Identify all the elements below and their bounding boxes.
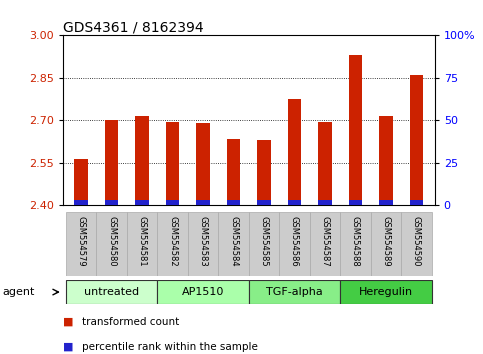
Bar [379,116,393,205]
Bar [74,159,88,205]
Bar [379,200,393,205]
Bar [249,212,279,276]
Text: GSM554587: GSM554587 [320,216,329,266]
Bar [188,212,218,276]
Bar [410,75,423,205]
Bar [196,200,210,205]
Bar [310,212,340,276]
Text: GSM554589: GSM554589 [382,216,390,266]
Bar [318,122,332,205]
Bar [257,200,271,205]
Bar [401,212,432,276]
Text: GSM554586: GSM554586 [290,216,299,266]
Bar [340,212,370,276]
Text: GDS4361 / 8162394: GDS4361 / 8162394 [63,20,203,34]
Bar [196,123,210,205]
Bar [135,116,149,205]
Text: GSM554590: GSM554590 [412,216,421,266]
Bar [257,140,271,205]
Text: TGF-alpha: TGF-alpha [266,287,323,297]
Bar [249,280,340,304]
Text: GSM554582: GSM554582 [168,216,177,266]
Bar [105,120,118,205]
Bar [227,200,241,205]
Text: AP1510: AP1510 [182,287,224,297]
Text: Heregulin: Heregulin [359,287,413,297]
Text: percentile rank within the sample: percentile rank within the sample [82,342,258,352]
Bar [318,200,332,205]
Bar [218,212,249,276]
Text: GSM554579: GSM554579 [77,216,85,266]
Text: GSM554588: GSM554588 [351,216,360,266]
Text: ■: ■ [63,342,77,352]
Bar [105,200,118,205]
Bar [74,200,88,205]
Bar [340,280,432,304]
Text: GSM554580: GSM554580 [107,216,116,266]
Bar [287,200,301,205]
Text: untreated: untreated [84,287,139,297]
Bar [166,200,179,205]
Text: transformed count: transformed count [82,317,179,327]
Bar [279,212,310,276]
Bar [287,99,301,205]
Bar [127,212,157,276]
Bar [410,200,423,205]
Text: GSM554581: GSM554581 [138,216,146,266]
Bar [135,200,149,205]
Text: ■: ■ [63,317,77,327]
Text: GSM554584: GSM554584 [229,216,238,266]
Bar [370,212,401,276]
Text: GSM554585: GSM554585 [259,216,269,266]
Text: GSM554583: GSM554583 [199,216,208,266]
Bar [157,212,188,276]
Bar [349,200,362,205]
Bar [96,212,127,276]
Bar [66,280,157,304]
Bar [66,212,96,276]
Bar [227,139,241,205]
Text: agent: agent [2,287,35,297]
Bar [157,280,249,304]
Bar [349,55,362,205]
Bar [166,122,179,205]
